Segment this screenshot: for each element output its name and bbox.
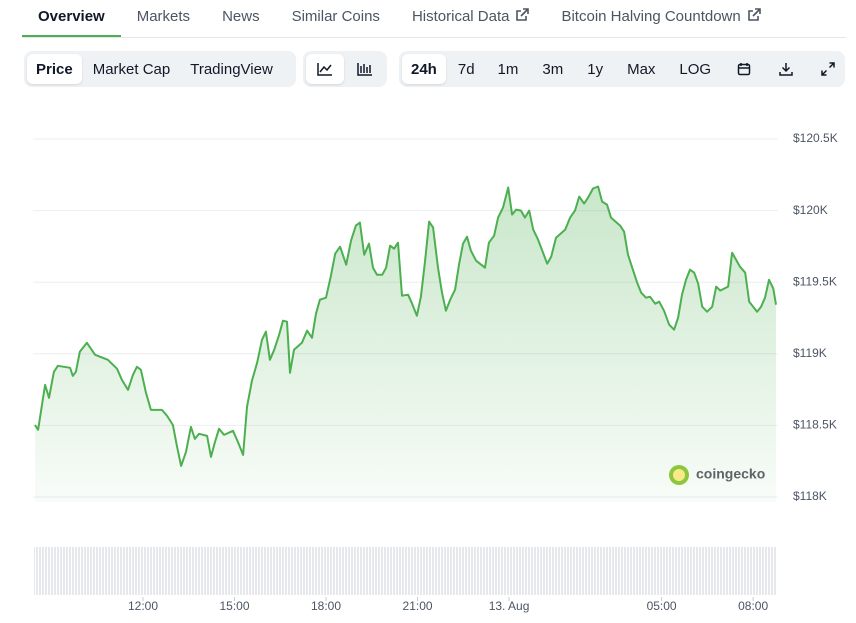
- volume-strip: [34, 547, 776, 595]
- x-tick-label: 18:00: [311, 599, 341, 613]
- calendar-icon: [737, 63, 751, 76]
- y-tick-label: $118K: [793, 489, 827, 503]
- range-button[interactable]: 24h: [402, 54, 446, 84]
- download-icon: [779, 63, 793, 76]
- watermark: coingecko: [669, 465, 765, 485]
- tab-label: Bitcoin Halving Countdown: [561, 8, 741, 25]
- y-tick-label: $118.5K: [793, 418, 837, 432]
- tab-label: Historical Data: [411, 8, 510, 25]
- range-button[interactable]: LOG: [679, 60, 712, 78]
- x-tick-label: 15:00: [219, 599, 249, 613]
- range-button[interactable]: 1y: [587, 60, 604, 78]
- range-button[interactable]: 1m: [497, 60, 519, 78]
- tab[interactable]: Overview: [22, 0, 121, 37]
- mode-button[interactable]: Price: [27, 54, 82, 84]
- tab[interactable]: Similar Coins: [291, 8, 380, 25]
- candle-icon: [357, 63, 372, 76]
- area-fill: [35, 186, 776, 502]
- download-button[interactable]: [766, 54, 806, 84]
- y-tick-label: $120.5K: [793, 131, 838, 145]
- tab[interactable]: Historical Data: [396, 0, 546, 36]
- range-button[interactable]: 3m: [542, 60, 564, 78]
- x-tick-label: 12:00: [128, 599, 158, 613]
- watermark-text: coingecko: [696, 466, 765, 482]
- candle-chart-button[interactable]: [346, 54, 384, 84]
- tab-bar: Overview Markets News Similar Coins Hist…: [22, 0, 846, 38]
- x-tick-label: 13. Aug: [489, 599, 530, 613]
- range-group: 24h 7d 1m 3m 1y Max LOG: [399, 51, 845, 87]
- line-icon: [317, 63, 332, 76]
- x-tick-label: 08:00: [738, 599, 768, 613]
- chart-style-group: [303, 51, 387, 87]
- range-button[interactable]: 7d: [457, 60, 475, 78]
- x-tick-label: 05:00: [647, 599, 677, 613]
- mode-button[interactable]: Market Cap: [92, 60, 171, 78]
- tab[interactable]: Markets: [136, 8, 191, 25]
- fullscreen-icon: [821, 62, 835, 76]
- y-tick-label: $119K: [793, 346, 827, 360]
- external-icon: [516, 8, 530, 21]
- tab[interactable]: Bitcoin Halving Countdown: [545, 0, 776, 36]
- range-button[interactable]: Max: [627, 60, 656, 78]
- mode-group: Price Market Cap TradingView: [24, 51, 296, 87]
- y-tick-label: $120K: [793, 203, 828, 217]
- mode-button[interactable]: TradingView: [190, 60, 273, 78]
- external-icon: [747, 8, 761, 21]
- y-tick-label: $119.5K: [793, 274, 837, 288]
- calendar-button[interactable]: [724, 54, 764, 84]
- tab[interactable]: News: [222, 8, 260, 25]
- price-line: [34, 185, 777, 467]
- fullscreen-button[interactable]: [808, 54, 848, 84]
- x-tick-label: 21:00: [403, 599, 433, 613]
- line-chart-button[interactable]: [306, 54, 344, 84]
